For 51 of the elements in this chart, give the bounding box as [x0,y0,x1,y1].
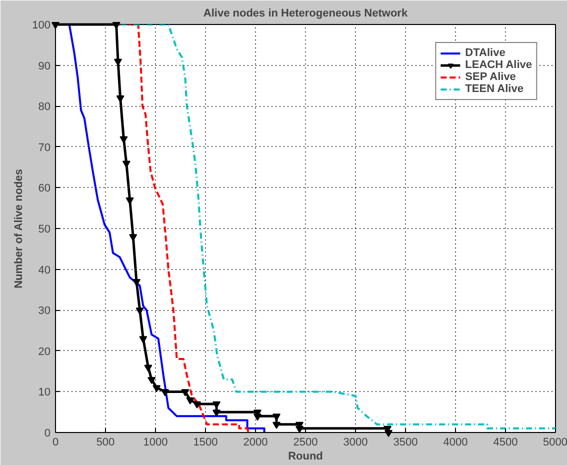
x-tick-label: 4000 [443,436,468,448]
legend-label: DTAlive [465,47,506,59]
x-tick-label: 3500 [393,436,418,448]
y-tick-label: 10 [38,386,51,399]
x-tick-label: 2000 [243,436,268,448]
point [161,389,169,396]
point [193,401,201,408]
point [272,422,280,429]
point [384,430,392,438]
point [122,160,130,168]
point [212,401,220,408]
point [120,136,128,144]
chart-title: Alive nodes in Heterogeneous Network [203,8,408,20]
y-tick-label: 90 [38,60,51,72]
y-tick-label: 50 [38,224,51,236]
point [52,22,60,30]
y-tick-label: 70 [38,142,51,154]
x-tick-label: 2500 [293,436,318,448]
point [212,410,220,417]
point [136,308,144,315]
legend-label: TEEN Alive [465,83,524,95]
point [144,364,152,372]
y-tick-label: 20 [38,346,51,358]
point [116,95,124,102]
x-tick-label: 0 [52,436,59,448]
point [126,197,134,204]
y-tick-label: 30 [38,305,51,318]
y-tick-label: 60 [38,182,51,195]
y-tick-label: 40 [38,264,51,276]
legend-label: SEP Alive [465,71,516,83]
point [296,426,304,433]
point [132,279,140,286]
point [139,336,148,344]
x-tick-label: 1000 [143,436,168,448]
point [181,389,190,396]
x-tick-label: 1500 [193,436,218,448]
point [148,376,156,384]
y-tick-label: 100 [32,20,51,32]
x-tick-label: 5000 [543,436,567,448]
legend-label: LEACH Alive [465,59,532,71]
x-axis-title: Round [288,450,323,462]
point [186,397,194,404]
y-axis-title: Number of Alive nodes [13,169,26,288]
point [152,385,161,392]
point [254,414,262,421]
x-tick-label: 3000 [343,436,368,448]
y-tick-label: 80 [38,101,51,114]
x-tick-label: 4500 [493,436,518,448]
x-tick-label: 500 [96,436,115,448]
point [129,234,138,242]
y-tick-label: 0 [44,428,51,440]
